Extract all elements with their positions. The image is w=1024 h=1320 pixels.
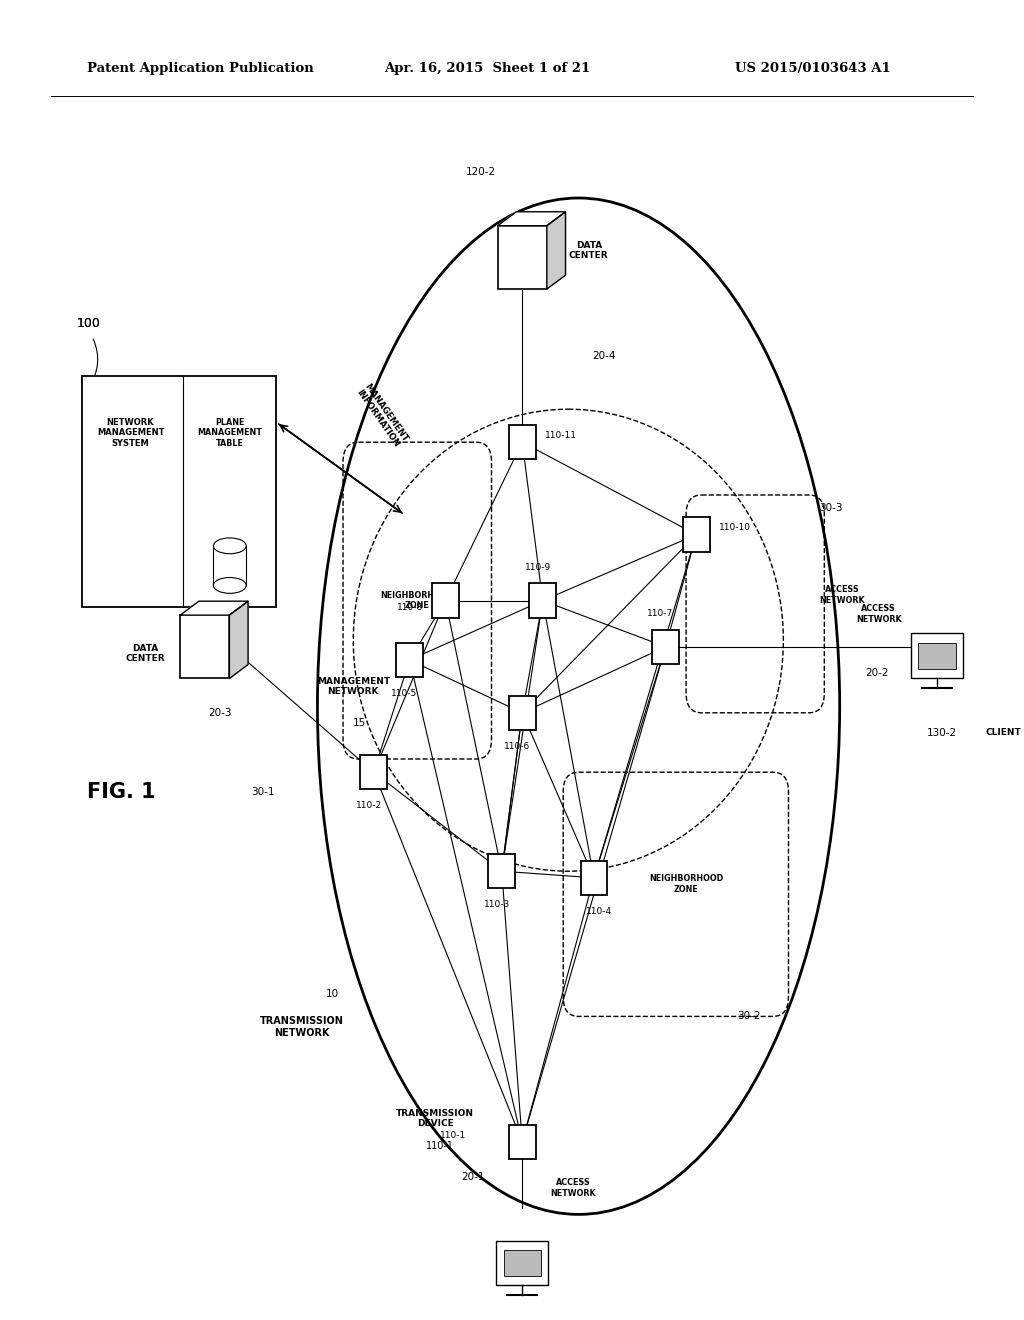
Text: 110-8: 110-8: [396, 603, 423, 611]
Text: 110-6: 110-6: [504, 742, 530, 751]
Bar: [360, 755, 387, 789]
Text: Apr. 16, 2015  Sheet 1 of 21: Apr. 16, 2015 Sheet 1 of 21: [384, 62, 590, 75]
Text: DATA
CENTER: DATA CENTER: [569, 242, 608, 260]
Text: ACCESS
NETWORK: ACCESS NETWORK: [551, 1179, 596, 1197]
Ellipse shape: [213, 578, 246, 593]
Text: 30-2: 30-2: [737, 1011, 761, 1022]
Text: 110-9: 110-9: [524, 562, 551, 572]
Text: 20-4: 20-4: [593, 351, 615, 362]
Text: NETWORK
MANAGEMENT
SYSTEM: NETWORK MANAGEMENT SYSTEM: [97, 417, 164, 447]
Ellipse shape: [317, 198, 840, 1214]
Text: 110-1: 110-1: [439, 1131, 466, 1139]
Text: 20-2: 20-2: [865, 668, 889, 678]
Text: TRANSMISSION
DEVICE: TRANSMISSION DEVICE: [396, 1109, 474, 1129]
Bar: [529, 583, 556, 618]
Polygon shape: [547, 211, 565, 289]
Text: 30-1: 30-1: [251, 787, 274, 797]
Text: 10: 10: [326, 989, 339, 999]
Bar: [432, 583, 459, 618]
Text: DATA
CENTER: DATA CENTER: [126, 644, 165, 663]
Polygon shape: [229, 601, 248, 678]
Bar: [488, 854, 515, 888]
Bar: [396, 643, 423, 677]
Text: 110-10: 110-10: [719, 524, 751, 532]
Bar: [652, 630, 679, 664]
Text: NEIGHBORHOOD
ZONE: NEIGHBORHOOD ZONE: [380, 591, 455, 610]
Bar: [509, 425, 536, 459]
Text: ACCESS
NETWORK: ACCESS NETWORK: [856, 605, 901, 623]
Text: TRANSMISSION
NETWORK: TRANSMISSION NETWORK: [260, 1016, 344, 1038]
Text: 120-1: 120-1: [164, 552, 194, 562]
Ellipse shape: [213, 539, 246, 553]
Polygon shape: [180, 601, 248, 615]
Bar: [180, 615, 229, 678]
Text: 20-1: 20-1: [462, 1172, 484, 1183]
Text: Patent Application Publication: Patent Application Publication: [87, 62, 313, 75]
Bar: [911, 634, 963, 678]
Bar: [498, 226, 547, 289]
Text: 20-3: 20-3: [209, 708, 231, 718]
Text: 110-4: 110-4: [586, 907, 612, 916]
Bar: [509, 696, 536, 730]
Text: 110-11: 110-11: [545, 432, 577, 440]
Text: FIG. 1: FIG. 1: [87, 781, 156, 803]
Bar: [683, 517, 710, 552]
Text: 30-3: 30-3: [819, 503, 843, 513]
Bar: [581, 861, 607, 895]
Text: NEIGHBORHOOD
ZONE: NEIGHBORHOOD ZONE: [649, 874, 723, 894]
Text: PLANE
MANAGEMENT
TABLE: PLANE MANAGEMENT TABLE: [198, 417, 262, 447]
Text: ACCESS
NETWORK: ACCESS NETWORK: [819, 585, 865, 605]
Text: MANAGEMENT
NETWORK: MANAGEMENT NETWORK: [316, 677, 390, 696]
Text: CLIENT: CLIENT: [986, 729, 1021, 737]
Text: 15: 15: [353, 718, 367, 729]
Bar: [82, 376, 276, 607]
Text: 110-7: 110-7: [647, 609, 674, 618]
Bar: [919, 643, 955, 669]
Text: 110-3: 110-3: [483, 900, 510, 909]
Text: 1001: 1001: [154, 490, 181, 500]
Bar: [504, 1250, 541, 1276]
Text: MANAGEMENT
INFORMATION: MANAGEMENT INFORMATION: [354, 381, 410, 450]
Bar: [497, 1241, 548, 1286]
Text: 110-2: 110-2: [355, 801, 382, 810]
Text: 120-2: 120-2: [466, 166, 496, 177]
Bar: [213, 546, 246, 586]
Text: 100: 100: [77, 317, 100, 330]
Text: 130-2: 130-2: [927, 727, 957, 738]
Text: 110-5: 110-5: [391, 689, 418, 698]
Bar: [509, 1125, 536, 1159]
Text: US 2015/0103643 A1: US 2015/0103643 A1: [735, 62, 891, 75]
Polygon shape: [498, 211, 565, 226]
Text: 110-1: 110-1: [426, 1140, 455, 1151]
Text: 100: 100: [77, 317, 100, 330]
